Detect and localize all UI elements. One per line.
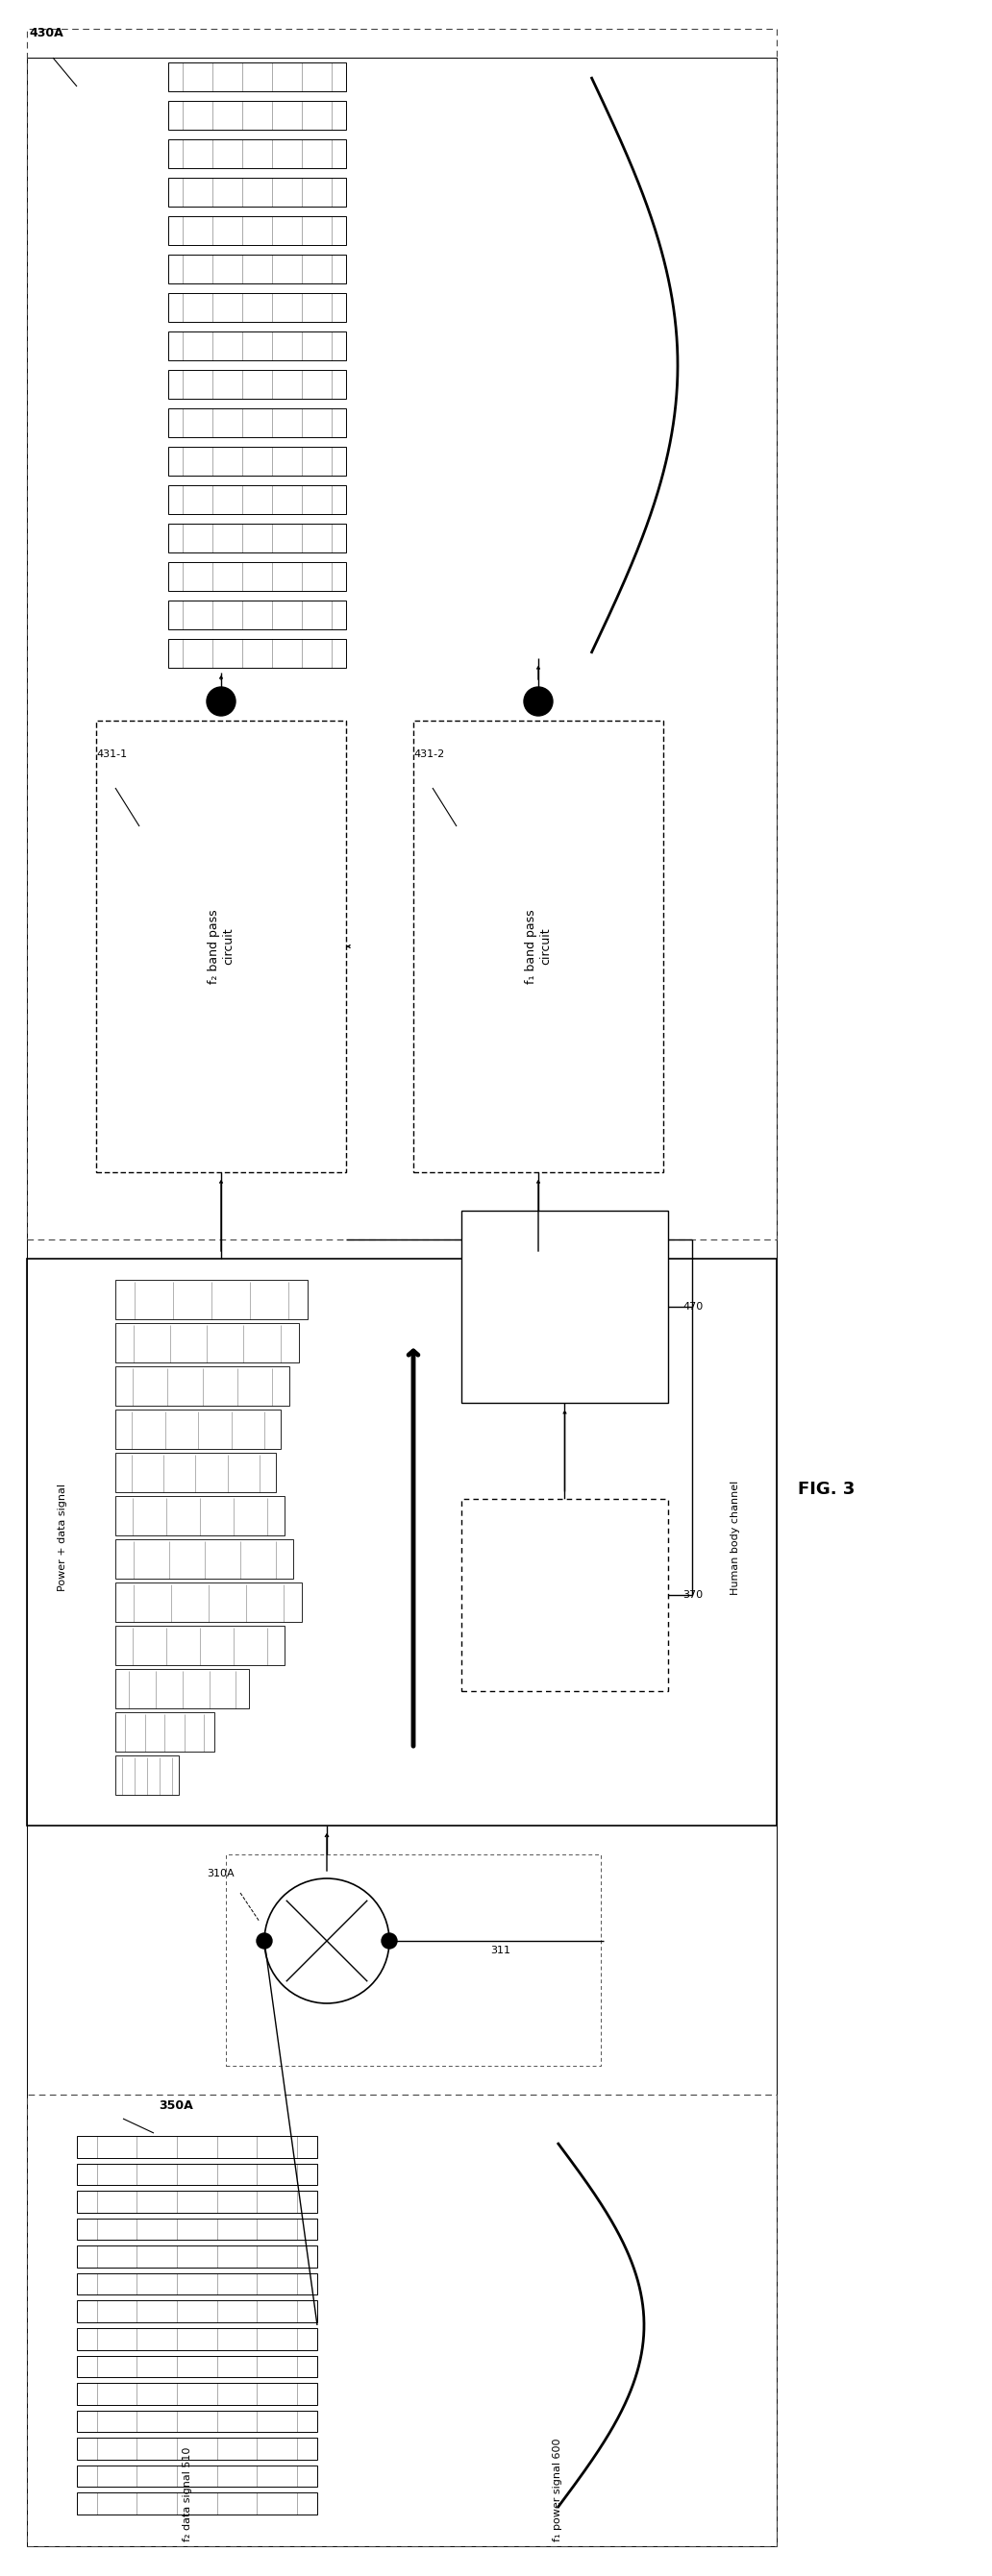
Bar (115, 1453, 276, 1492)
Bar (77, 2218, 317, 2241)
Text: 430A: 430A (29, 26, 63, 39)
Text: Power + data signal: Power + data signal (58, 1484, 67, 1592)
Bar (115, 1497, 285, 1535)
Bar (27, 57, 777, 2545)
Text: 431-1: 431-1 (96, 750, 127, 760)
Bar (27, 28, 777, 1239)
Bar (169, 371, 346, 399)
Bar (169, 562, 346, 590)
Bar (115, 1365, 290, 1406)
Bar (461, 1211, 668, 1404)
Bar (27, 2094, 777, 2545)
Text: 311: 311 (490, 1945, 511, 1955)
Bar (169, 523, 346, 551)
Bar (169, 639, 346, 667)
Bar (115, 1713, 214, 1752)
Bar (77, 2136, 317, 2159)
Bar (77, 2465, 317, 2486)
Bar (77, 2437, 317, 2460)
Text: f₂ band pass
circuit: f₂ band pass circuit (207, 909, 234, 984)
Bar (77, 2190, 317, 2213)
Bar (169, 139, 346, 167)
Bar (115, 1625, 285, 1664)
Text: 310A: 310A (206, 1868, 234, 1878)
Bar (414, 721, 664, 1172)
Bar (115, 1669, 249, 1708)
Circle shape (382, 1932, 397, 1947)
Text: FIG. 3: FIG. 3 (799, 1481, 855, 1497)
Bar (169, 332, 346, 361)
Bar (77, 2494, 317, 2514)
Circle shape (206, 688, 235, 716)
Bar (115, 1540, 294, 1579)
Circle shape (524, 688, 553, 716)
Bar (461, 1499, 668, 1690)
Bar (169, 100, 346, 129)
Bar (169, 216, 346, 245)
Text: 431-2: 431-2 (414, 750, 444, 760)
Bar (115, 1409, 281, 1448)
Circle shape (257, 1932, 272, 1947)
Bar (77, 2354, 317, 2378)
Bar (169, 410, 346, 438)
Bar (77, 2383, 317, 2406)
Text: 350A: 350A (159, 2099, 193, 2112)
Bar (169, 484, 346, 515)
Bar (169, 446, 346, 477)
Bar (77, 2164, 317, 2184)
Bar (169, 294, 346, 322)
Bar (96, 721, 346, 1172)
Bar (115, 1754, 179, 1795)
Text: f₁ band pass
circuit: f₁ band pass circuit (525, 909, 552, 984)
Bar (169, 178, 346, 206)
Bar (169, 600, 346, 629)
Text: f₂ data signal 510: f₂ data signal 510 (183, 2447, 192, 2543)
Bar (27, 1260, 777, 1826)
Bar (77, 2411, 317, 2432)
Bar (115, 1582, 303, 1623)
Bar (115, 1324, 299, 1363)
Bar (77, 2272, 317, 2295)
Bar (77, 2300, 317, 2324)
Text: 370: 370 (682, 1589, 702, 1600)
Bar (115, 1280, 308, 1319)
Text: f₁ power signal 600: f₁ power signal 600 (553, 2437, 562, 2543)
Bar (169, 62, 346, 90)
Text: 470: 470 (682, 1301, 703, 1311)
Bar (169, 255, 346, 283)
Bar (77, 2329, 317, 2349)
Bar (77, 2246, 317, 2267)
Bar (226, 1855, 601, 2066)
Text: Human body channel: Human body channel (730, 1481, 740, 1595)
